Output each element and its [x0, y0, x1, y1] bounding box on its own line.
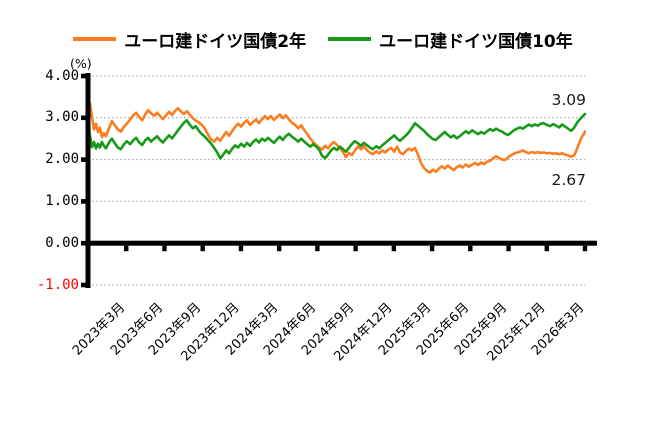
x-axis-tick-4 — [276, 245, 282, 252]
legend-label-2y: ユーロ建ドイツ国債2年 — [124, 31, 307, 52]
y-axis-tick-3 — [81, 115, 91, 121]
y-tick-label-0.00: 0.00 — [45, 234, 79, 251]
x-axis-tick-3 — [238, 245, 244, 252]
series-line-10y — [86, 112, 587, 160]
end-value-label-2y: 2.67 — [551, 171, 586, 189]
y-axis-tick--1 — [81, 282, 91, 288]
x-axis-tick-6 — [353, 245, 358, 252]
y-axis-unit-label: (%) — [70, 56, 92, 71]
legend: ユーロ建ドイツ国債2年 ユーロ建ドイツ国債10年 — [0, 27, 646, 52]
x-axis-tick-8 — [429, 245, 435, 252]
x-axis-tick-12 — [582, 245, 588, 252]
legend-label-10y: ユーロ建ドイツ国債10年 — [379, 31, 573, 52]
x-axis-tick-5 — [315, 245, 320, 252]
y-axis-tick-2 — [81, 157, 91, 162]
x-axis-tick-9 — [468, 245, 473, 252]
end-value-label-10y: 3.09 — [551, 91, 586, 109]
x-axis-tick-0 — [124, 245, 129, 252]
y-tick-label-3.00: 3.00 — [45, 109, 79, 126]
x-axis-tick-1 — [162, 245, 167, 252]
y-axis-tick-1 — [81, 199, 91, 204]
legend-item-10y: ユーロ建ドイツ国債10年 — [328, 27, 573, 52]
legend-line-swatch-10y — [328, 37, 372, 41]
x-axis-tick-10 — [506, 245, 511, 252]
series-line-2y — [86, 101, 587, 174]
y-axis-tick-4 — [81, 73, 91, 79]
x-axis-tick-11 — [544, 245, 549, 252]
y-tick-label-4.00: 4.00 — [45, 67, 79, 84]
x-axis-tick-7 — [391, 245, 397, 252]
x-axis-tick-2 — [200, 245, 205, 252]
legend-item-2y: ユーロ建ドイツ国債2年 — [73, 27, 306, 52]
y-tick-label-1.00: 1.00 — [45, 192, 79, 209]
y-tick-label--1.00: -1.00 — [36, 276, 79, 293]
legend-line-swatch-2y — [73, 37, 117, 41]
y-tick-label-2.00: 2.00 — [45, 151, 79, 168]
y-axis-line — [85, 73, 91, 288]
x-axis-line — [85, 240, 597, 246]
